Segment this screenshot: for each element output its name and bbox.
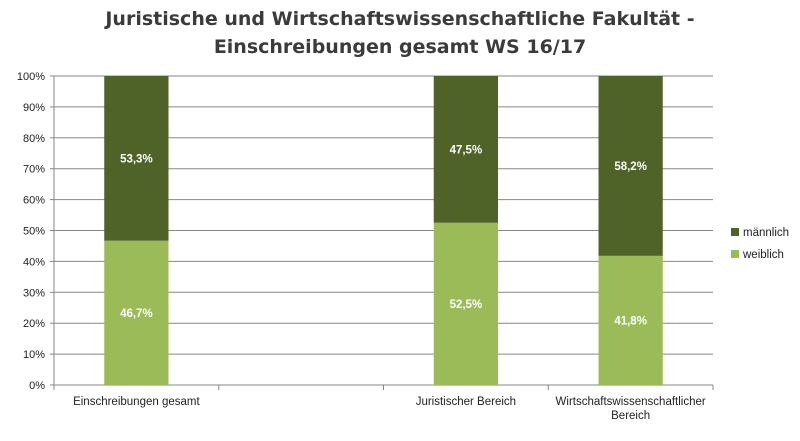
bar-männlich <box>104 76 169 241</box>
chart-title-line-1: Juristische und Wirtschaftswissenschaftl… <box>105 8 695 30</box>
category-label: Wirtschaftswissenschaftlicher <box>556 396 706 408</box>
data-label: 47,5% <box>450 144 483 156</box>
bar-männlich <box>433 76 499 223</box>
legend-swatch <box>731 228 739 236</box>
data-label: 41,8% <box>614 315 647 327</box>
data-label: 52,5% <box>450 299 483 311</box>
bar-männlich <box>598 76 663 256</box>
data-label: 53,3% <box>120 153 153 165</box>
y-tick-label: 100% <box>17 71 45 83</box>
y-tick-label: 10% <box>23 349 45 361</box>
y-tick-label: 0% <box>29 380 45 392</box>
y-tick-label: 20% <box>23 318 45 330</box>
bar-weiblich <box>433 222 499 385</box>
chart-title-line-2: Einschreibungen gesamt WS 16/17 <box>213 36 587 58</box>
y-tick-label: 40% <box>23 256 45 268</box>
y-tick-label: 60% <box>23 195 45 207</box>
y-tick-label: 90% <box>23 102 45 114</box>
y-tick-label: 30% <box>23 287 45 299</box>
category-label: Einschreibungen gesamt <box>73 396 200 408</box>
legend-label: männlich <box>743 227 789 239</box>
category-label: Bereich <box>611 410 650 422</box>
y-tick-label: 50% <box>23 226 45 238</box>
legend-swatch <box>731 250 739 258</box>
bar-weiblich <box>104 240 169 385</box>
y-tick-label: 70% <box>23 164 45 176</box>
category-label: Juristischer Bereich <box>416 396 516 408</box>
data-label: 58,2% <box>614 161 647 173</box>
y-tick-label: 80% <box>23 133 45 145</box>
legend-label: weiblich <box>742 249 784 261</box>
data-label: 46,7% <box>120 308 153 320</box>
bar-weiblich <box>598 255 663 385</box>
